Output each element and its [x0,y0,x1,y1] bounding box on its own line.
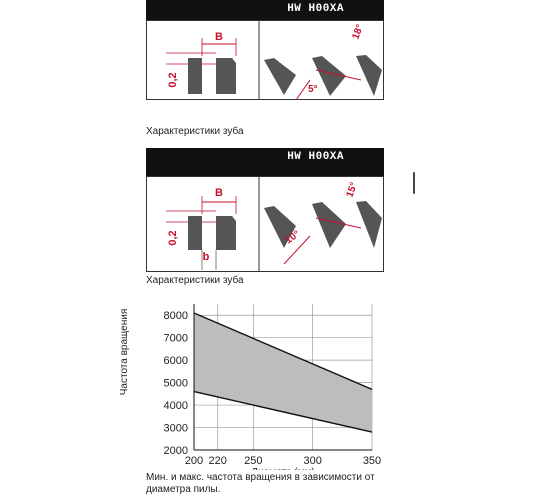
label-b: b [203,99,210,100]
tooth-geometry-diagram: B b 0,2 10° 15° [146,176,384,272]
panel-header-title: HW H00XA [287,151,344,163]
label-b: b [203,251,210,263]
saw-tooth-3 [356,55,382,96]
x-tick-label: 200 [185,455,203,467]
y-tick-label: 7000 [164,333,188,345]
x-tick-label: 250 [244,455,262,467]
y-tick-label: 3000 [164,423,188,435]
saw-tooth-1 [264,206,296,248]
panel-header: HW H00XA [146,148,384,176]
saw-tooth-3 [356,201,382,248]
label-0-2: 0,2 [167,72,179,87]
panel-header-title: HW H00XA [287,3,344,15]
series-line-min [193,390,373,433]
chart-caption: Мин. и макс. частота вращения в зависимо… [146,472,375,495]
series-line-max [193,312,373,390]
rpm-chart: 2000 3000 4000 5000 6000 7000 8000 200 220 250 300… [164,304,381,470]
rpm-band-area [194,312,372,433]
saw-tooth-2 [312,202,346,248]
tooth-body-left [188,58,202,94]
tooth-body-left [188,216,202,250]
x-tick-label: 300 [303,455,321,467]
label-B: B [215,31,223,43]
y-tick-label: 5000 [164,378,188,390]
angle-top: 15° [344,181,360,199]
y-tick-label: 6000 [164,355,188,367]
x-tick-label: 220 [209,455,227,467]
tooth-body-right [216,216,236,250]
angle-bottom: 5° [308,84,318,95]
panel-caption-1: Характеристики зуба [146,126,244,137]
y-tick-label: 8000 [164,310,188,322]
tooth-geometry-diagram: B b 0,2 5° 18° [146,20,384,100]
panel-header: HW H00XA [146,0,384,20]
scrollbar-thumb[interactable] [413,172,415,194]
tooth-body-right [216,58,236,94]
tooth-panel-1: HW H00XA B b 0,2 5° 18° [146,0,384,100]
chart-y-axis-label: Частота вращения [119,308,130,396]
label-B: B [215,187,223,199]
panel-caption-2: Характеристики зуба [146,275,244,286]
saw-tooth-1 [264,58,296,95]
saw-tooth-2 [312,56,346,96]
tooth-panel-2: HW H00XA B b 0,2 10° 15° [146,148,384,273]
y-tick-label: 4000 [164,400,188,412]
y-tick-label: 2000 [164,445,188,457]
angle-top: 18° [350,23,366,41]
label-0-2: 0,2 [167,230,179,245]
x-tick-label: 350 [363,455,381,467]
x-axis-label: Диаметр (мм) [251,467,314,470]
